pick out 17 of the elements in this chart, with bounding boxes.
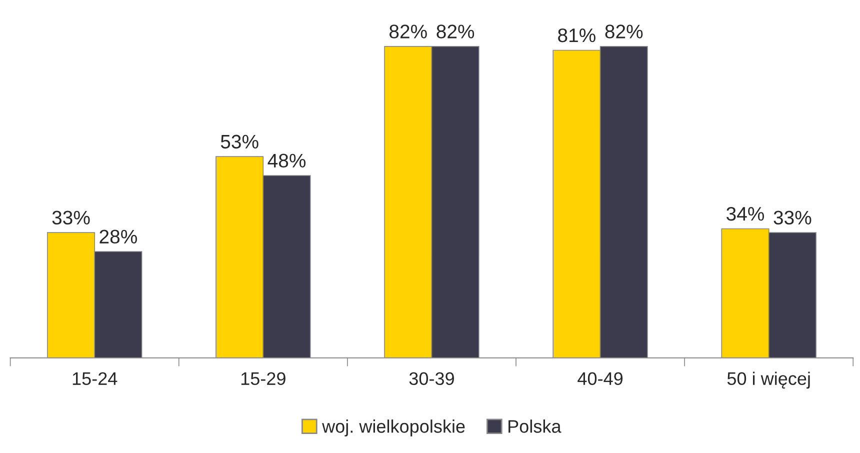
- data-label: 82%: [390, 24, 427, 38]
- data-label: 82%: [605, 24, 643, 38]
- data-label: 33%: [52, 210, 90, 225]
- data-label: 34%: [726, 206, 764, 221]
- data-label: 28%: [100, 230, 137, 244]
- data-label: 81%: [558, 28, 596, 42]
- x-tick-label: 50 i więcej: [727, 372, 810, 389]
- data-label: 48%: [268, 154, 306, 168]
- legend-label: Polska: [508, 420, 562, 433]
- legend-label: woj. wielkopolskie: [322, 420, 465, 436]
- data-label: 82%: [436, 24, 474, 38]
- x-tick-label: 15-29: [241, 372, 286, 386]
- data-label: 33%: [774, 210, 812, 225]
- x-tick-label: 15-24: [72, 372, 118, 386]
- data-label: 53%: [220, 134, 258, 149]
- x-tick-label: 30-39: [409, 372, 454, 386]
- x-tick-label: 40-49: [578, 372, 623, 386]
